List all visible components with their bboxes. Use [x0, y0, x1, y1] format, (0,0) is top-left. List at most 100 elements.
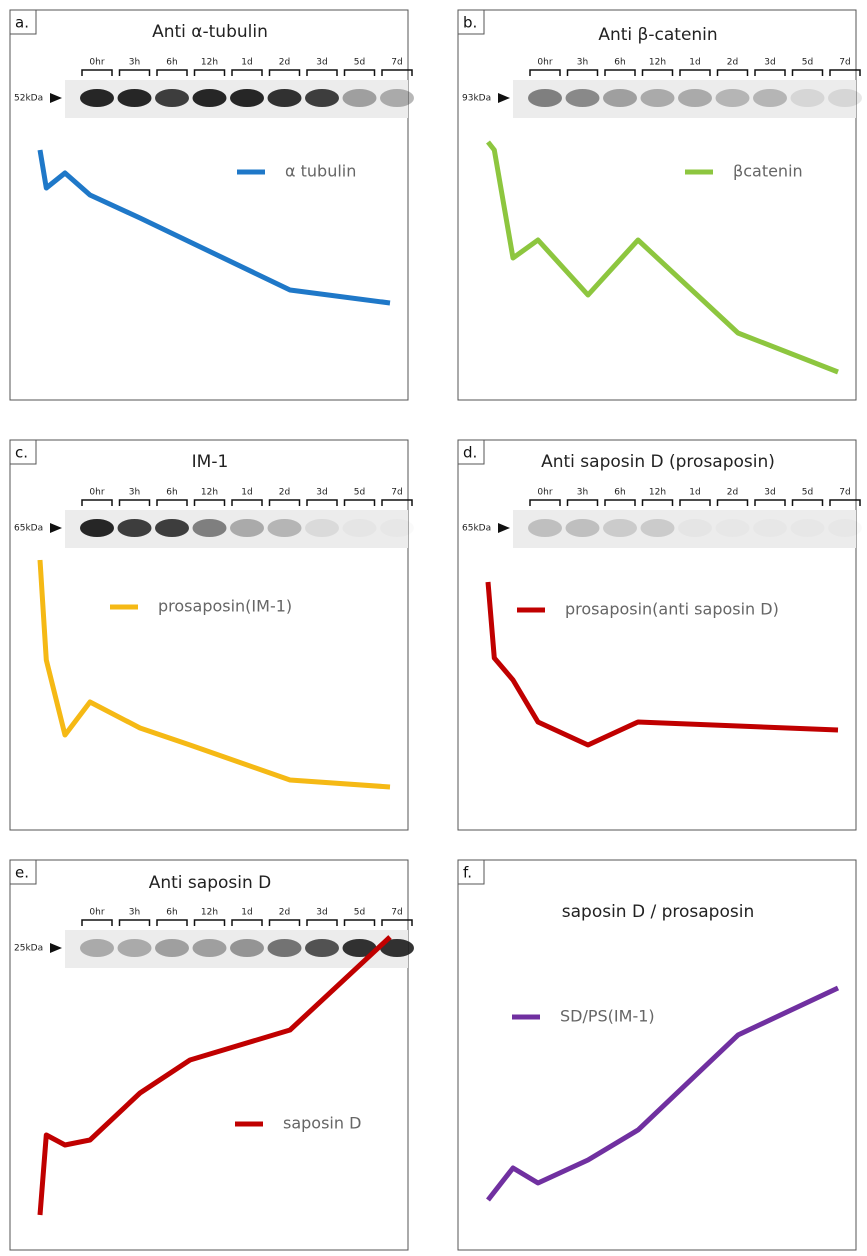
lane-bracket: [120, 70, 150, 76]
lane-bracket: [568, 70, 598, 76]
lane-bracket: [307, 500, 337, 506]
lane-label: 3d: [764, 58, 775, 68]
panel-frame: [458, 10, 856, 400]
lane-bracket: [195, 70, 225, 76]
lane-label: 12h: [201, 58, 218, 68]
band: [80, 939, 114, 957]
lane-label: 3d: [764, 488, 775, 498]
lane-label: 1d: [241, 58, 252, 68]
lane-label: 7d: [391, 488, 402, 498]
band: [268, 519, 302, 537]
band: [305, 89, 339, 107]
panel-title: IM-1: [192, 452, 229, 472]
band: [155, 89, 189, 107]
lane-label: 12h: [649, 58, 666, 68]
legend-label: SD/PS(IM-1): [560, 1007, 655, 1026]
legend-label: prosaposin(anti saposin D): [565, 600, 779, 619]
lane-label: 0hr: [537, 58, 552, 68]
lane-label: 12h: [201, 908, 218, 918]
lane-bracket: [345, 920, 375, 926]
kda-marker: 93kDa: [462, 94, 491, 104]
lane-bracket: [82, 920, 112, 926]
lane-label: 5d: [354, 488, 365, 498]
lane-label: 1d: [689, 488, 700, 498]
lane-bracket: [793, 70, 823, 76]
lane-bracket: [530, 500, 560, 506]
lane-label: 6h: [614, 488, 625, 498]
band: [155, 939, 189, 957]
lane-label: 5d: [802, 488, 813, 498]
band: [80, 89, 114, 107]
lane-bracket: [755, 500, 785, 506]
band: [118, 519, 152, 537]
band: [828, 519, 862, 537]
band: [230, 939, 264, 957]
lane-bracket: [82, 500, 112, 506]
band: [528, 89, 562, 107]
band: [716, 89, 750, 107]
band: [380, 89, 414, 107]
band: [603, 89, 637, 107]
legend-label: βcatenin: [733, 162, 803, 181]
data-line: [488, 988, 838, 1200]
band: [380, 519, 414, 537]
lane-bracket: [680, 500, 710, 506]
band: [566, 89, 600, 107]
band: [193, 89, 227, 107]
band: [305, 939, 339, 957]
lane-label: 3h: [577, 58, 588, 68]
lane-bracket: [345, 500, 375, 506]
band: [603, 519, 637, 537]
lane-label: 3d: [316, 488, 327, 498]
lane-bracket: [120, 920, 150, 926]
lane-bracket: [307, 70, 337, 76]
band: [230, 89, 264, 107]
kda-marker: 52kDa: [14, 94, 43, 104]
band: [118, 939, 152, 957]
lane-bracket: [270, 70, 300, 76]
lane-bracket: [345, 70, 375, 76]
lane-label: 1d: [689, 58, 700, 68]
lane-bracket: [680, 70, 710, 76]
kda-arrow: [50, 523, 62, 533]
band: [753, 89, 787, 107]
band: [641, 89, 675, 107]
lane-label: 0hr: [89, 488, 104, 498]
lane-label: 2d: [279, 908, 290, 918]
legend-label: α tubulin: [285, 162, 356, 181]
kda-arrow: [50, 943, 62, 953]
panel-frame: [10, 10, 408, 400]
lane-label: 2d: [727, 58, 738, 68]
lane-label: 7d: [839, 488, 850, 498]
lane-bracket: [605, 500, 635, 506]
figure: a.Anti α-tubulin0hr3h6h12h1d2d3d5d7d52kD…: [0, 0, 867, 1252]
band: [791, 519, 825, 537]
panel-label: f.: [463, 864, 472, 882]
lane-bracket: [195, 500, 225, 506]
lane-bracket: [82, 70, 112, 76]
band: [305, 519, 339, 537]
lane-label: 6h: [614, 58, 625, 68]
kda-marker: 25kDa: [14, 944, 43, 954]
kda-marker: 65kDa: [14, 524, 43, 534]
lane-bracket: [307, 920, 337, 926]
lane-label: 3h: [129, 58, 140, 68]
band: [791, 89, 825, 107]
band: [80, 519, 114, 537]
lane-label: 6h: [166, 908, 177, 918]
band: [343, 89, 377, 107]
lane-label: 6h: [166, 488, 177, 498]
lane-label: 7d: [839, 58, 850, 68]
band: [343, 519, 377, 537]
band: [268, 939, 302, 957]
lane-label: 0hr: [89, 908, 104, 918]
panel-label: b.: [463, 14, 477, 32]
lane-label: 0hr: [537, 488, 552, 498]
panel-label: c.: [15, 444, 28, 462]
lane-bracket: [755, 70, 785, 76]
panel-title: Anti saposin D: [149, 873, 272, 893]
panel-title: Anti α-tubulin: [152, 22, 268, 42]
band: [641, 519, 675, 537]
lane-label: 1d: [241, 908, 252, 918]
lane-label: 2d: [727, 488, 738, 498]
